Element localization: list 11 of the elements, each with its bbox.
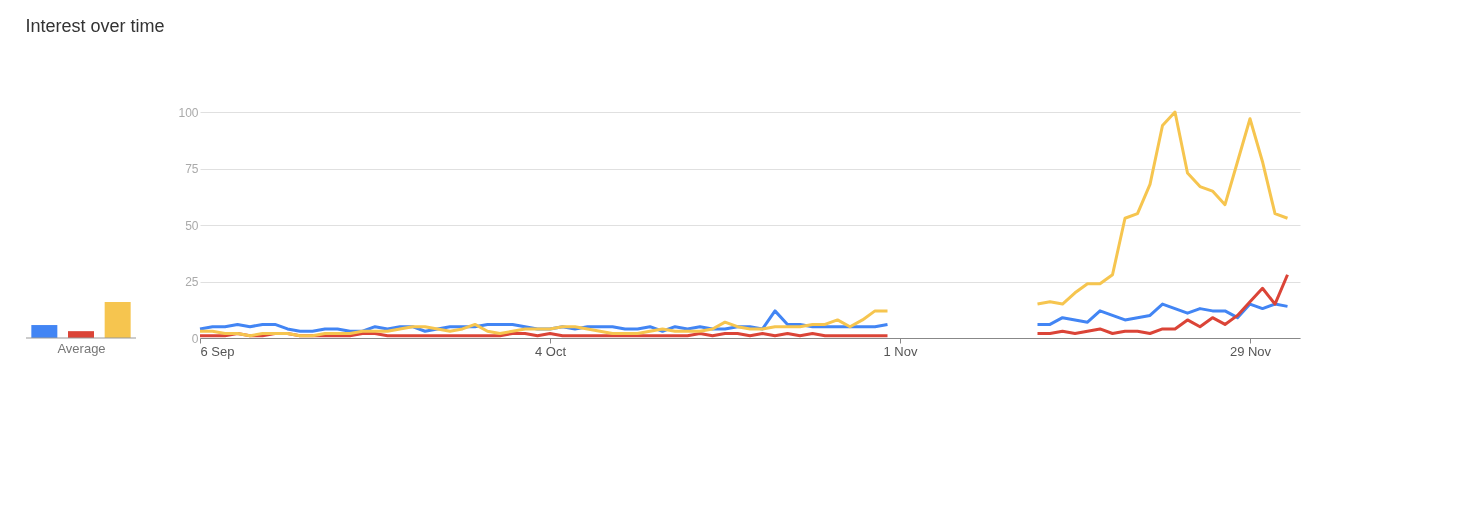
x-axis-title: Average: [57, 340, 106, 356]
chart-title: Interest over time: [25, 16, 165, 36]
x-tick-label: 6 Sep: [200, 343, 235, 359]
x-tick-label: 4 Oct: [534, 343, 567, 359]
y-tick-label: 75: [185, 162, 199, 176]
y-tick-label: 25: [185, 275, 199, 289]
x-tick-label: 1 Nov: [883, 343, 918, 359]
y-tick-label: 0: [191, 331, 199, 346]
y-tick-label: 100: [178, 105, 199, 120]
x-tick-label: 29 Nov: [1229, 343, 1272, 359]
y-tick-label: 50: [185, 218, 199, 233]
